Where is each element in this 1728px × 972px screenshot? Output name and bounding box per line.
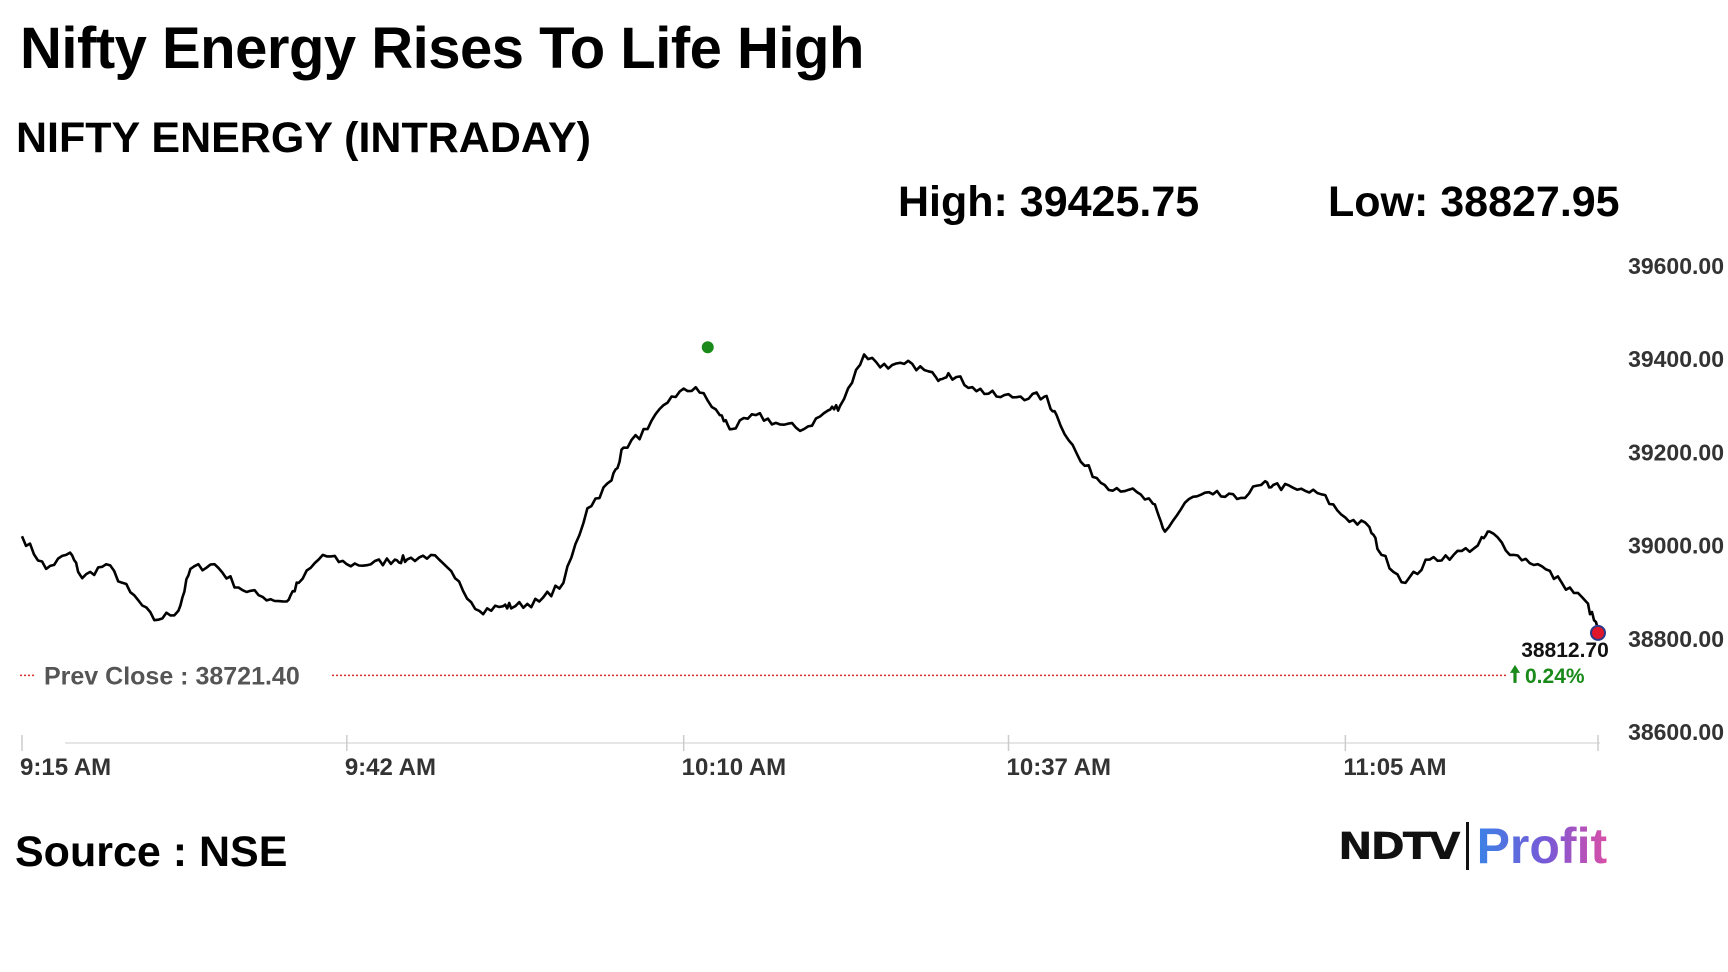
- logo-divider: [1465, 822, 1469, 870]
- x-tick-label: 11:05 AM: [1343, 754, 1446, 781]
- ndtv-profit-logo: NDTV Profit: [1338, 818, 1607, 874]
- intraday-line-chart: 38600.00 38800.00 39000.00 39200.00 39400.00…: [20, 253, 1724, 781]
- high-value-label: High: 39425.75: [898, 178, 1200, 226]
- logo-profit-text: Profit: [1476, 818, 1608, 874]
- price-series-line: [20, 353, 1600, 630]
- logo-ndtv-text: NDTV: [1338, 824, 1461, 868]
- chart-subtitle: NIFTY ENERGY (INTRADAY): [16, 114, 591, 162]
- y-tick-label: 38800.00: [1628, 626, 1724, 652]
- high-point-marker: [701, 341, 714, 354]
- last-price-label: 38812.70: [1521, 639, 1609, 662]
- y-tick-label: 39600.00: [1628, 253, 1724, 279]
- x-tick-label: 9:42 AM: [345, 754, 436, 781]
- prev-close-label: Prev Close : 38721.40: [44, 662, 300, 690]
- x-tick-label: 9:15 AM: [20, 754, 111, 781]
- up-arrow-icon: [1510, 664, 1520, 683]
- x-tick-label: 10:37 AM: [1007, 754, 1111, 781]
- low-value-label: Low: 38827.95: [1328, 178, 1620, 226]
- y-axis: 38600.00 38800.00 39000.00 39200.00 39400.00…: [1628, 253, 1724, 745]
- last-point-marker: [1590, 624, 1606, 641]
- x-axis: 9:15 AM 9:42 AM 10:10 AM 10:37 AM 11:05 AM: [20, 735, 1600, 781]
- chart-headline: Nifty Energy Rises To Life High: [20, 16, 864, 81]
- y-tick-label: 38600.00: [1628, 719, 1724, 745]
- prev-close-label-bg: [34, 663, 330, 688]
- source-note: Source : NSE: [15, 828, 288, 876]
- x-tick-label: 10:10 AM: [682, 754, 786, 781]
- y-tick-label: 39200.00: [1628, 439, 1724, 465]
- prev-close-group: Prev Close : 38721.40: [20, 662, 1508, 690]
- change-indicator: 0.24%: [1510, 664, 1585, 688]
- y-tick-label: 39000.00: [1628, 533, 1724, 559]
- change-percent-label: 0.24%: [1525, 665, 1585, 688]
- y-tick-label: 39400.00: [1628, 346, 1724, 372]
